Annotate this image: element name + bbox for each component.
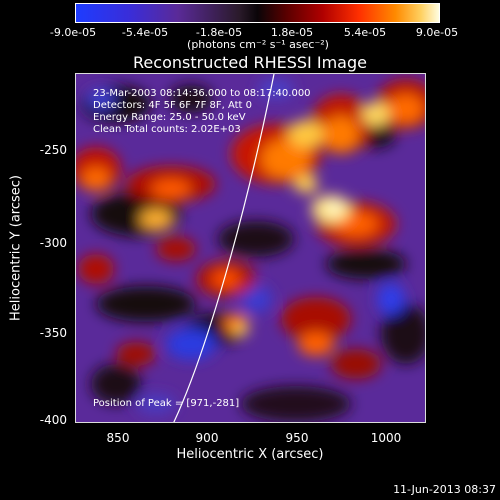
y-axis-title: Heliocentric Y (arcsec) bbox=[8, 175, 24, 321]
colorbar-tick-label: -1.8e-05 bbox=[195, 26, 243, 39]
algorithm-annotation: Clean Total counts: 2.02E+03 bbox=[93, 124, 241, 135]
y-tick-label: -350 bbox=[39, 326, 67, 340]
rhessi-image-map bbox=[76, 74, 425, 422]
colorbar-tick-label: 9.0e-05 bbox=[415, 26, 459, 39]
y-tick-label: -300 bbox=[39, 236, 67, 250]
rhessi-image: 23-Mar-2003 08:14:36.000 to 08:17:40.000… bbox=[75, 73, 426, 423]
x-tick-label: 900 bbox=[195, 431, 219, 445]
solar-limb-line bbox=[173, 74, 275, 422]
colorbar-tick-label: -5.4e-05 bbox=[121, 26, 169, 39]
time-range-annotation: 23-Mar-2003 08:14:36.000 to 08:17:40.000 bbox=[93, 88, 311, 99]
colorbar-tick-label: 5.4e-05 bbox=[343, 26, 387, 39]
energy-range-annotation: Energy Range: 25.0 - 50.0 keV bbox=[93, 112, 246, 123]
render-timestamp: 11-Jun-2013 08:37 bbox=[393, 483, 496, 496]
colorbar bbox=[75, 3, 440, 23]
x-axis-title: Heliocentric X (arcsec) bbox=[176, 447, 324, 462]
colorbar-tick-label: -9.0e-05 bbox=[49, 26, 97, 39]
detectors-annotation: Detectors: 4F 5F 6F 7F 8F, Att 0 bbox=[93, 100, 253, 111]
peak-position-annotation: Position of Peak = [971,-281] bbox=[93, 398, 240, 409]
y-tick-label: -400 bbox=[39, 413, 67, 427]
colorbar-unit-label: (photons cm⁻² s⁻¹ asec⁻²) bbox=[187, 38, 329, 51]
x-tick-label: 1000 bbox=[370, 431, 402, 445]
y-tick-label: -250 bbox=[39, 143, 67, 157]
image-title: Reconstructed RHESSI Image bbox=[133, 53, 367, 72]
x-tick-label: 950 bbox=[285, 431, 309, 445]
colorbar-tick-label: 1.8e-05 bbox=[270, 26, 314, 39]
x-tick-label: 850 bbox=[106, 431, 130, 445]
